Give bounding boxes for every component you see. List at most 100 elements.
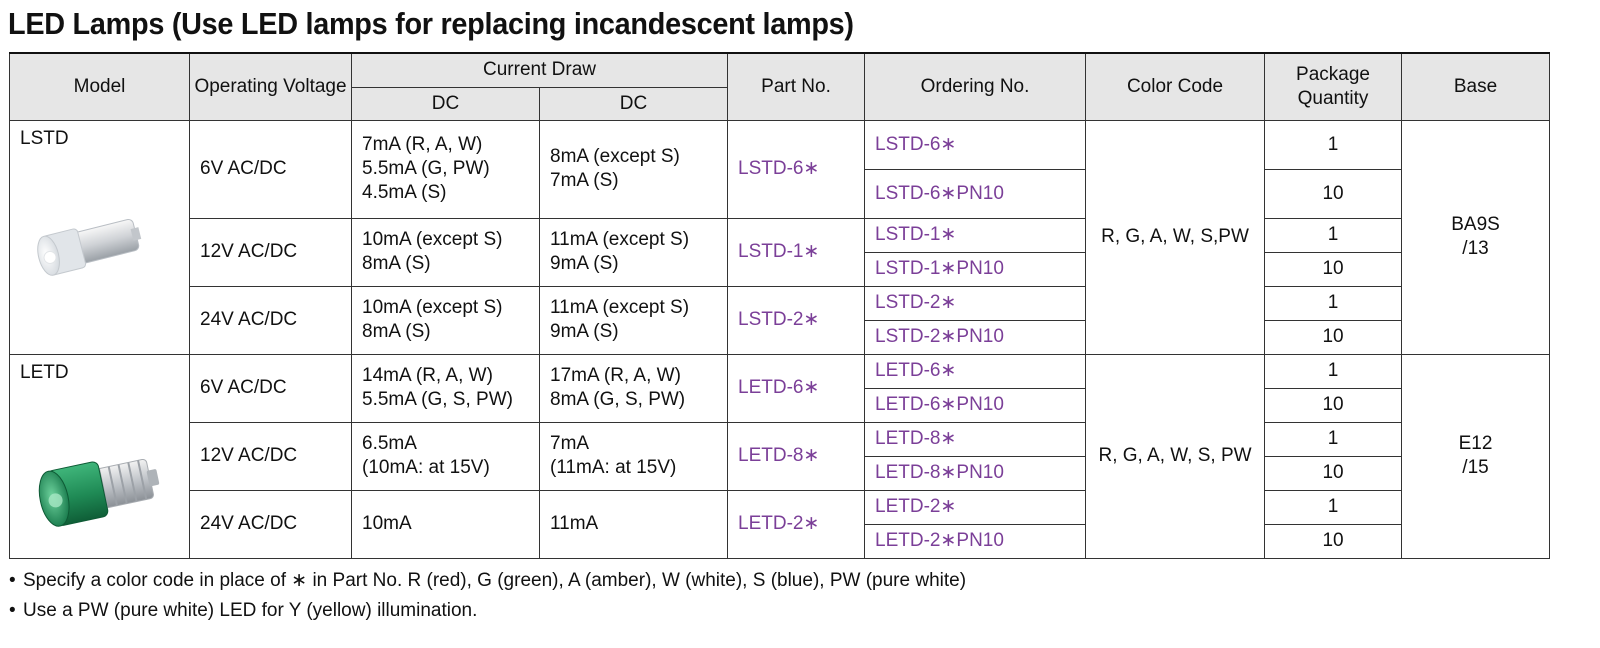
- led-lamp-spec-table: Model Operating Voltage Current Draw Par…: [9, 52, 1551, 559]
- dc-value: (10mA: at 15V): [362, 457, 490, 478]
- part-no-cell: LETD-6∗: [727, 353, 866, 423]
- base-line: /13: [1462, 238, 1489, 259]
- dc-current-cell-1: 10mA (except S) 8mA (S): [351, 285, 540, 355]
- voltage-cell: 12V AC/DC: [189, 421, 352, 491]
- table-row: LSTD-6∗PN10 10: [10, 168, 1550, 219]
- dc-value: 9mA (S): [550, 321, 619, 342]
- table-row: LETD-2∗PN10 10: [10, 523, 1550, 559]
- package-qty-cell: 10: [1264, 168, 1403, 219]
- page-title: LED Lamps (Use LED lamps for replacing i…: [8, 6, 854, 41]
- header-color-code: Color Code: [1085, 52, 1266, 121]
- header-base: Base: [1401, 52, 1551, 121]
- part-no-cell: LSTD-2∗: [727, 285, 866, 355]
- dc-value: 11mA (except S): [550, 229, 690, 250]
- dc-value: 17mA (R, A, W): [550, 365, 681, 386]
- header-model: Model: [9, 52, 190, 121]
- header-ordering-no: Ordering No.: [864, 52, 1087, 121]
- header-row-1: Model Operating Voltage Current Draw Par…: [9, 52, 1551, 121]
- dc-current-cell-1: 14mA (R, A, W) 5.5mA (G, S, PW): [351, 353, 540, 423]
- dc-current-cell-1: 10mA (except S) 8mA (S): [351, 217, 540, 287]
- dc-value: 8mA (except S): [550, 146, 680, 167]
- dc-value: 8mA (S): [362, 253, 431, 274]
- base-line: /15: [1462, 457, 1489, 478]
- dc-current-cell-2: 11mA: [538, 489, 729, 559]
- ordering-no-cell: LETD-6∗PN10: [864, 387, 1087, 423]
- footnote: • Specify a color code in place of ∗ in P…: [9, 566, 966, 596]
- package-qty-cell: 10: [1264, 455, 1403, 491]
- ordering-no-cell: LETD-2∗PN10: [864, 523, 1087, 559]
- dc-value: 11mA: [550, 513, 599, 534]
- base-line: E12: [1458, 433, 1493, 454]
- part-no-cell: LETD-2∗: [727, 489, 866, 559]
- footnote: • Use a PW (pure white) LED for Y (yellow…: [9, 596, 966, 626]
- model-name: LETD: [20, 361, 69, 383]
- package-qty-cell: 10: [1264, 387, 1403, 423]
- dc-value: 10mA (except S): [362, 229, 503, 250]
- part-no-cell: LSTD-6∗: [727, 119, 866, 219]
- model-name: LSTD: [20, 127, 69, 149]
- ordering-no-cell: LETD-2∗: [864, 489, 1087, 525]
- table-row: 12V AC/DC 6.5mA (10mA: at 15V) 7mA (11mA…: [10, 421, 1550, 491]
- voltage-cell: 6V AC/DC: [189, 119, 352, 219]
- package-qty-cell: 1: [1264, 421, 1403, 457]
- table-row: 24V AC/DC 10mA 11mA LETD-2∗ LETD-2∗ 1: [10, 489, 1550, 559]
- dc-value: 10mA: [362, 513, 412, 534]
- dc-value: 4.5mA (S): [362, 182, 447, 203]
- package-qty-cell: 1: [1264, 285, 1403, 321]
- table-row: LSTD-2∗PN10 10: [10, 319, 1550, 355]
- voltage-cell: 24V AC/DC: [189, 285, 352, 355]
- table-row: LSTD: [9, 119, 1551, 355]
- ordering-no-cell: LSTD-6∗PN10: [864, 168, 1087, 219]
- ordering-no-cell: LETD-8∗PN10: [864, 455, 1087, 491]
- dc-value: 7mA (R, A, W): [362, 134, 483, 155]
- dc-current-cell-1: 7mA (R, A, W) 5.5mA (G, PW) 4.5mA (S): [351, 119, 540, 219]
- model-cell-letd: LETD: [9, 353, 190, 559]
- header-row-2: DC DC: [10, 86, 1550, 121]
- dc-current-cell-2: 11mA (except S) 9mA (S): [538, 217, 729, 287]
- dc-value: 8mA (G, S, PW): [550, 389, 686, 410]
- table-row: LETD: [9, 353, 1551, 559]
- footnotes: • Specify a color code in place of ∗ in P…: [9, 566, 966, 626]
- dc-value: 7mA (S): [550, 170, 619, 191]
- dc-value: 5.5mA (G, S, PW): [362, 389, 513, 410]
- dc-current-cell-2: 17mA (R, A, W) 8mA (G, S, PW): [538, 353, 729, 423]
- color-code-cell: R, G, A, W, S, PW: [1085, 353, 1266, 559]
- ordering-no-cell: LETD-8∗: [864, 421, 1087, 457]
- color-code-cell: R, G, A, W, S,PW: [1085, 119, 1266, 355]
- package-qty-cell: 10: [1264, 319, 1403, 355]
- table-row: 24V AC/DC 10mA (except S) 8mA (S) 11mA (…: [10, 285, 1550, 355]
- dc-current-cell-1: 6.5mA (10mA: at 15V): [351, 421, 540, 491]
- ordering-no-cell: LSTD-6∗: [864, 119, 1087, 170]
- dc-value: 5.5mA (G, PW): [362, 158, 490, 179]
- white-led-lamp-icon: [37, 218, 142, 276]
- dc-current-cell-2: 7mA (11mA: at 15V): [538, 421, 729, 491]
- dc-current-cell-1: 10mA: [351, 489, 540, 559]
- package-qty-cell: 1: [1264, 119, 1403, 170]
- table-row: LETD-6∗PN10 10: [10, 387, 1550, 423]
- base-cell: BA9S /13: [1401, 119, 1551, 355]
- bullet-icon: •: [9, 600, 16, 621]
- part-no-cell: LSTD-1∗: [727, 217, 866, 287]
- voltage-cell: 12V AC/DC: [189, 217, 352, 287]
- dc-value: 14mA (R, A, W): [362, 365, 493, 386]
- table-row: LETD-8∗PN10 10: [10, 455, 1550, 491]
- ordering-no-cell: LSTD-1∗: [864, 217, 1087, 253]
- package-qty-cell: 1: [1264, 353, 1403, 389]
- ordering-no-cell: LSTD-2∗: [864, 285, 1087, 321]
- dc-current-cell-2: 11mA (except S) 9mA (S): [538, 285, 729, 355]
- dc-value: 6.5mA: [362, 433, 417, 454]
- package-qty-cell: 1: [1264, 217, 1403, 253]
- dc-value: 11mA (except S): [550, 297, 690, 318]
- base-cell: E12 /15: [1401, 353, 1551, 559]
- dc-current-cell-2: 8mA (except S) 7mA (S): [538, 119, 729, 219]
- header-current-draw: Current Draw: [350, 52, 729, 88]
- footnote-text: Specify a color code in place of ∗ in Pa…: [23, 570, 967, 591]
- dc-value: (11mA: at 15V): [550, 457, 677, 478]
- header-operating-voltage: Operating Voltage: [189, 52, 352, 121]
- package-qty-cell: 10: [1264, 523, 1403, 559]
- bullet-icon: •: [9, 570, 16, 591]
- package-qty-cell: 10: [1264, 251, 1403, 287]
- model-cell-lstd: LSTD: [9, 119, 190, 355]
- header-dc-2: DC: [538, 86, 729, 121]
- header-part-no: Part No.: [727, 52, 866, 121]
